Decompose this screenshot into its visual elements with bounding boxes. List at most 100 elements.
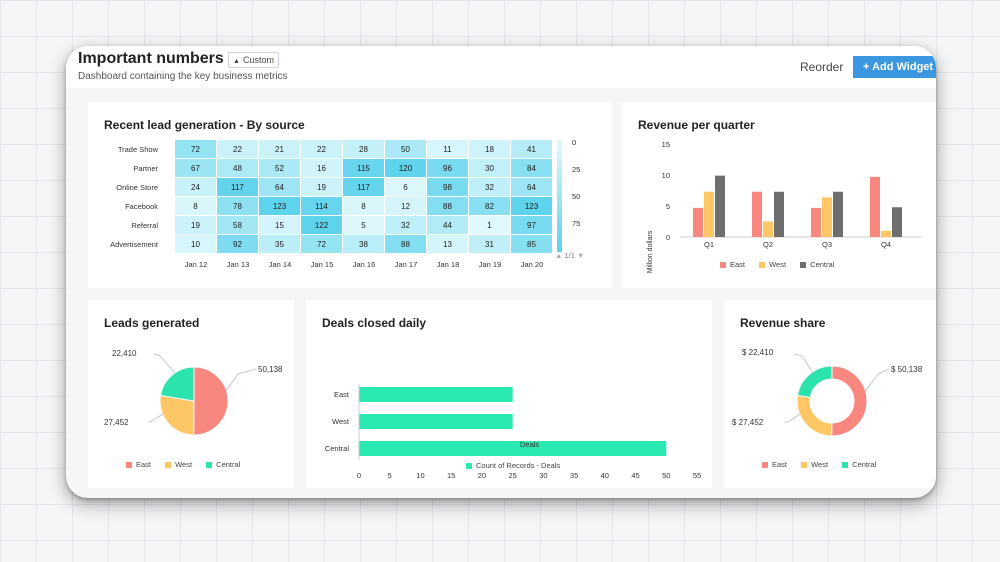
heatmap-cell[interactable]: 52 (259, 159, 301, 178)
deals-bar-west[interactable] (359, 414, 513, 429)
heatmap-cell[interactable]: 6 (385, 178, 427, 197)
deals-bar-east[interactable] (359, 387, 513, 402)
revenue-per-quarter-widget[interactable]: Revenue per quarter Million dollars 15 10… (622, 102, 936, 288)
legend-east[interactable]: East (126, 460, 151, 469)
legend-deals[interactable]: Count of Records - Deals (466, 461, 560, 470)
heatmap-cell[interactable]: 117 (343, 178, 385, 197)
reorder-button[interactable]: Reorder (800, 60, 844, 74)
slice-central[interactable] (796, 365, 833, 399)
heatmap-cell[interactable]: 24 (175, 178, 217, 197)
heatmap-pager[interactable]: ▲ 1/1 ▼ (555, 251, 584, 260)
revenue-bar-east[interactable] (752, 191, 762, 237)
heatmap-cell[interactable]: 82 (469, 197, 511, 216)
heatmap-cell[interactable]: 92 (217, 235, 259, 254)
revenue-bar-west[interactable] (822, 197, 832, 237)
revenue-share-widget[interactable]: Revenue share $ 50,138 $ 27,452 $ 22,410… (724, 300, 936, 488)
deals-y-tick: East (334, 390, 350, 399)
legend-central[interactable]: Central (842, 460, 876, 469)
heatmap-cell[interactable]: 117 (217, 178, 259, 197)
heatmap-cell[interactable]: 28 (343, 140, 385, 159)
heatmap-cell[interactable]: 19 (175, 216, 217, 235)
heatmap-cell[interactable]: 123 (511, 197, 553, 216)
revenue-bar-east[interactable] (811, 207, 821, 237)
revenue-bar-west[interactable] (763, 221, 773, 238)
heatmap-cell[interactable]: 32 (385, 216, 427, 235)
heatmap-cell[interactable]: 22 (217, 140, 259, 159)
deals-x-axis-label: Deals (520, 440, 540, 449)
heatmap-cell[interactable]: 85 (511, 235, 553, 254)
heatmap-cell[interactable]: 13 (427, 235, 469, 254)
custom-badge-label: Custom (242, 55, 274, 65)
legend-east[interactable]: East (720, 260, 745, 269)
pager-down-icon[interactable]: ▼ (574, 251, 585, 260)
legend-central[interactable]: Central (206, 460, 240, 469)
add-widget-button[interactable]: + Add Widget (853, 56, 936, 78)
leads-generated-widget[interactable]: Leads generated 50,138 27,452 22,410 Eas… (88, 300, 294, 488)
heatmap-cell[interactable]: 19 (301, 178, 343, 197)
slice-east[interactable] (831, 365, 868, 437)
legend-west[interactable]: West (759, 260, 786, 269)
legend-west-label: West (811, 460, 829, 469)
deals-bar-central[interactable] (359, 441, 667, 456)
heatmap-cell[interactable]: 41 (511, 140, 553, 159)
heatmap-cell[interactable]: 32 (469, 178, 511, 197)
slice-west[interactable] (796, 394, 833, 437)
heatmap-cell[interactable]: 16 (301, 159, 343, 178)
heatmap-cell[interactable]: 18 (469, 140, 511, 159)
heatmap-cell[interactable]: 48 (217, 159, 259, 178)
slice-east[interactable] (193, 366, 229, 436)
heatmap-cell[interactable]: 64 (511, 178, 553, 197)
heatmap-cell[interactable]: 120 (385, 159, 427, 178)
pager-up-icon[interactable]: ▲ (555, 251, 565, 260)
heatmap-cell[interactable]: 123 (259, 197, 301, 216)
heatmap-cell[interactable]: 72 (301, 235, 343, 254)
heatmap-cell[interactable]: 44 (427, 216, 469, 235)
revenue-bar-central[interactable] (892, 207, 902, 237)
heatmap-cell[interactable]: 30 (469, 159, 511, 178)
heatmap-cell[interactable]: 10 (175, 235, 217, 254)
deals-closed-widget[interactable]: Deals closed daily East West Central 0 5 10 15… (306, 300, 712, 488)
heatmap-cell[interactable]: 22 (301, 140, 343, 159)
heatmap-cell[interactable]: 1 (469, 216, 511, 235)
heatmap-cell[interactable]: 114 (301, 197, 343, 216)
legend-east[interactable]: East (762, 460, 787, 469)
heatmap-cell[interactable]: 12 (385, 197, 427, 216)
heatmap-cell[interactable]: 115 (343, 159, 385, 178)
slice-west[interactable] (159, 394, 195, 436)
revenue-bar-east[interactable] (870, 176, 880, 237)
heatmap-cell[interactable]: 122 (301, 216, 343, 235)
custom-badge[interactable]: ▲ Custom (228, 52, 279, 68)
heatmap-cell[interactable]: 58 (217, 216, 259, 235)
heatmap-cell[interactable]: 5 (343, 216, 385, 235)
heatmap-cell[interactable]: 15 (259, 216, 301, 235)
heatmap-cell[interactable]: 98 (427, 178, 469, 197)
slice-central[interactable] (159, 366, 195, 402)
heatmap-cell[interactable]: 35 (259, 235, 301, 254)
heatmap-cell[interactable]: 84 (511, 159, 553, 178)
lead-generation-widget[interactable]: Recent lead generation - By source Trade… (88, 102, 612, 288)
heatmap-cell[interactable]: 50 (385, 140, 427, 159)
heatmap-cell[interactable]: 31 (469, 235, 511, 254)
heatmap-cell[interactable]: 11 (427, 140, 469, 159)
revenue-bar-central[interactable] (715, 175, 725, 237)
revenue-bar-central[interactable] (833, 191, 843, 237)
heatmap-cell[interactable]: 88 (427, 197, 469, 216)
heatmap-cell[interactable]: 97 (511, 216, 553, 235)
legend-west[interactable]: West (165, 460, 192, 469)
heatmap-cell[interactable]: 88 (385, 235, 427, 254)
legend-central[interactable]: Central (800, 260, 834, 269)
heatmap-cell[interactable]: 8 (175, 197, 217, 216)
heatmap-cell[interactable]: 72 (175, 140, 217, 159)
heatmap-cell[interactable]: 78 (217, 197, 259, 216)
revenue-bar-west[interactable] (881, 230, 891, 237)
heatmap-cell[interactable]: 38 (343, 235, 385, 254)
heatmap-cell[interactable]: 96 (427, 159, 469, 178)
heatmap-cell[interactable]: 21 (259, 140, 301, 159)
heatmap-cell[interactable]: 8 (343, 197, 385, 216)
revenue-bar-central[interactable] (774, 191, 784, 237)
legend-west[interactable]: West (801, 460, 828, 469)
revenue-bar-east[interactable] (693, 207, 703, 237)
revenue-bar-west[interactable] (704, 191, 714, 237)
heatmap-cell[interactable]: 64 (259, 178, 301, 197)
heatmap-cell[interactable]: 67 (175, 159, 217, 178)
